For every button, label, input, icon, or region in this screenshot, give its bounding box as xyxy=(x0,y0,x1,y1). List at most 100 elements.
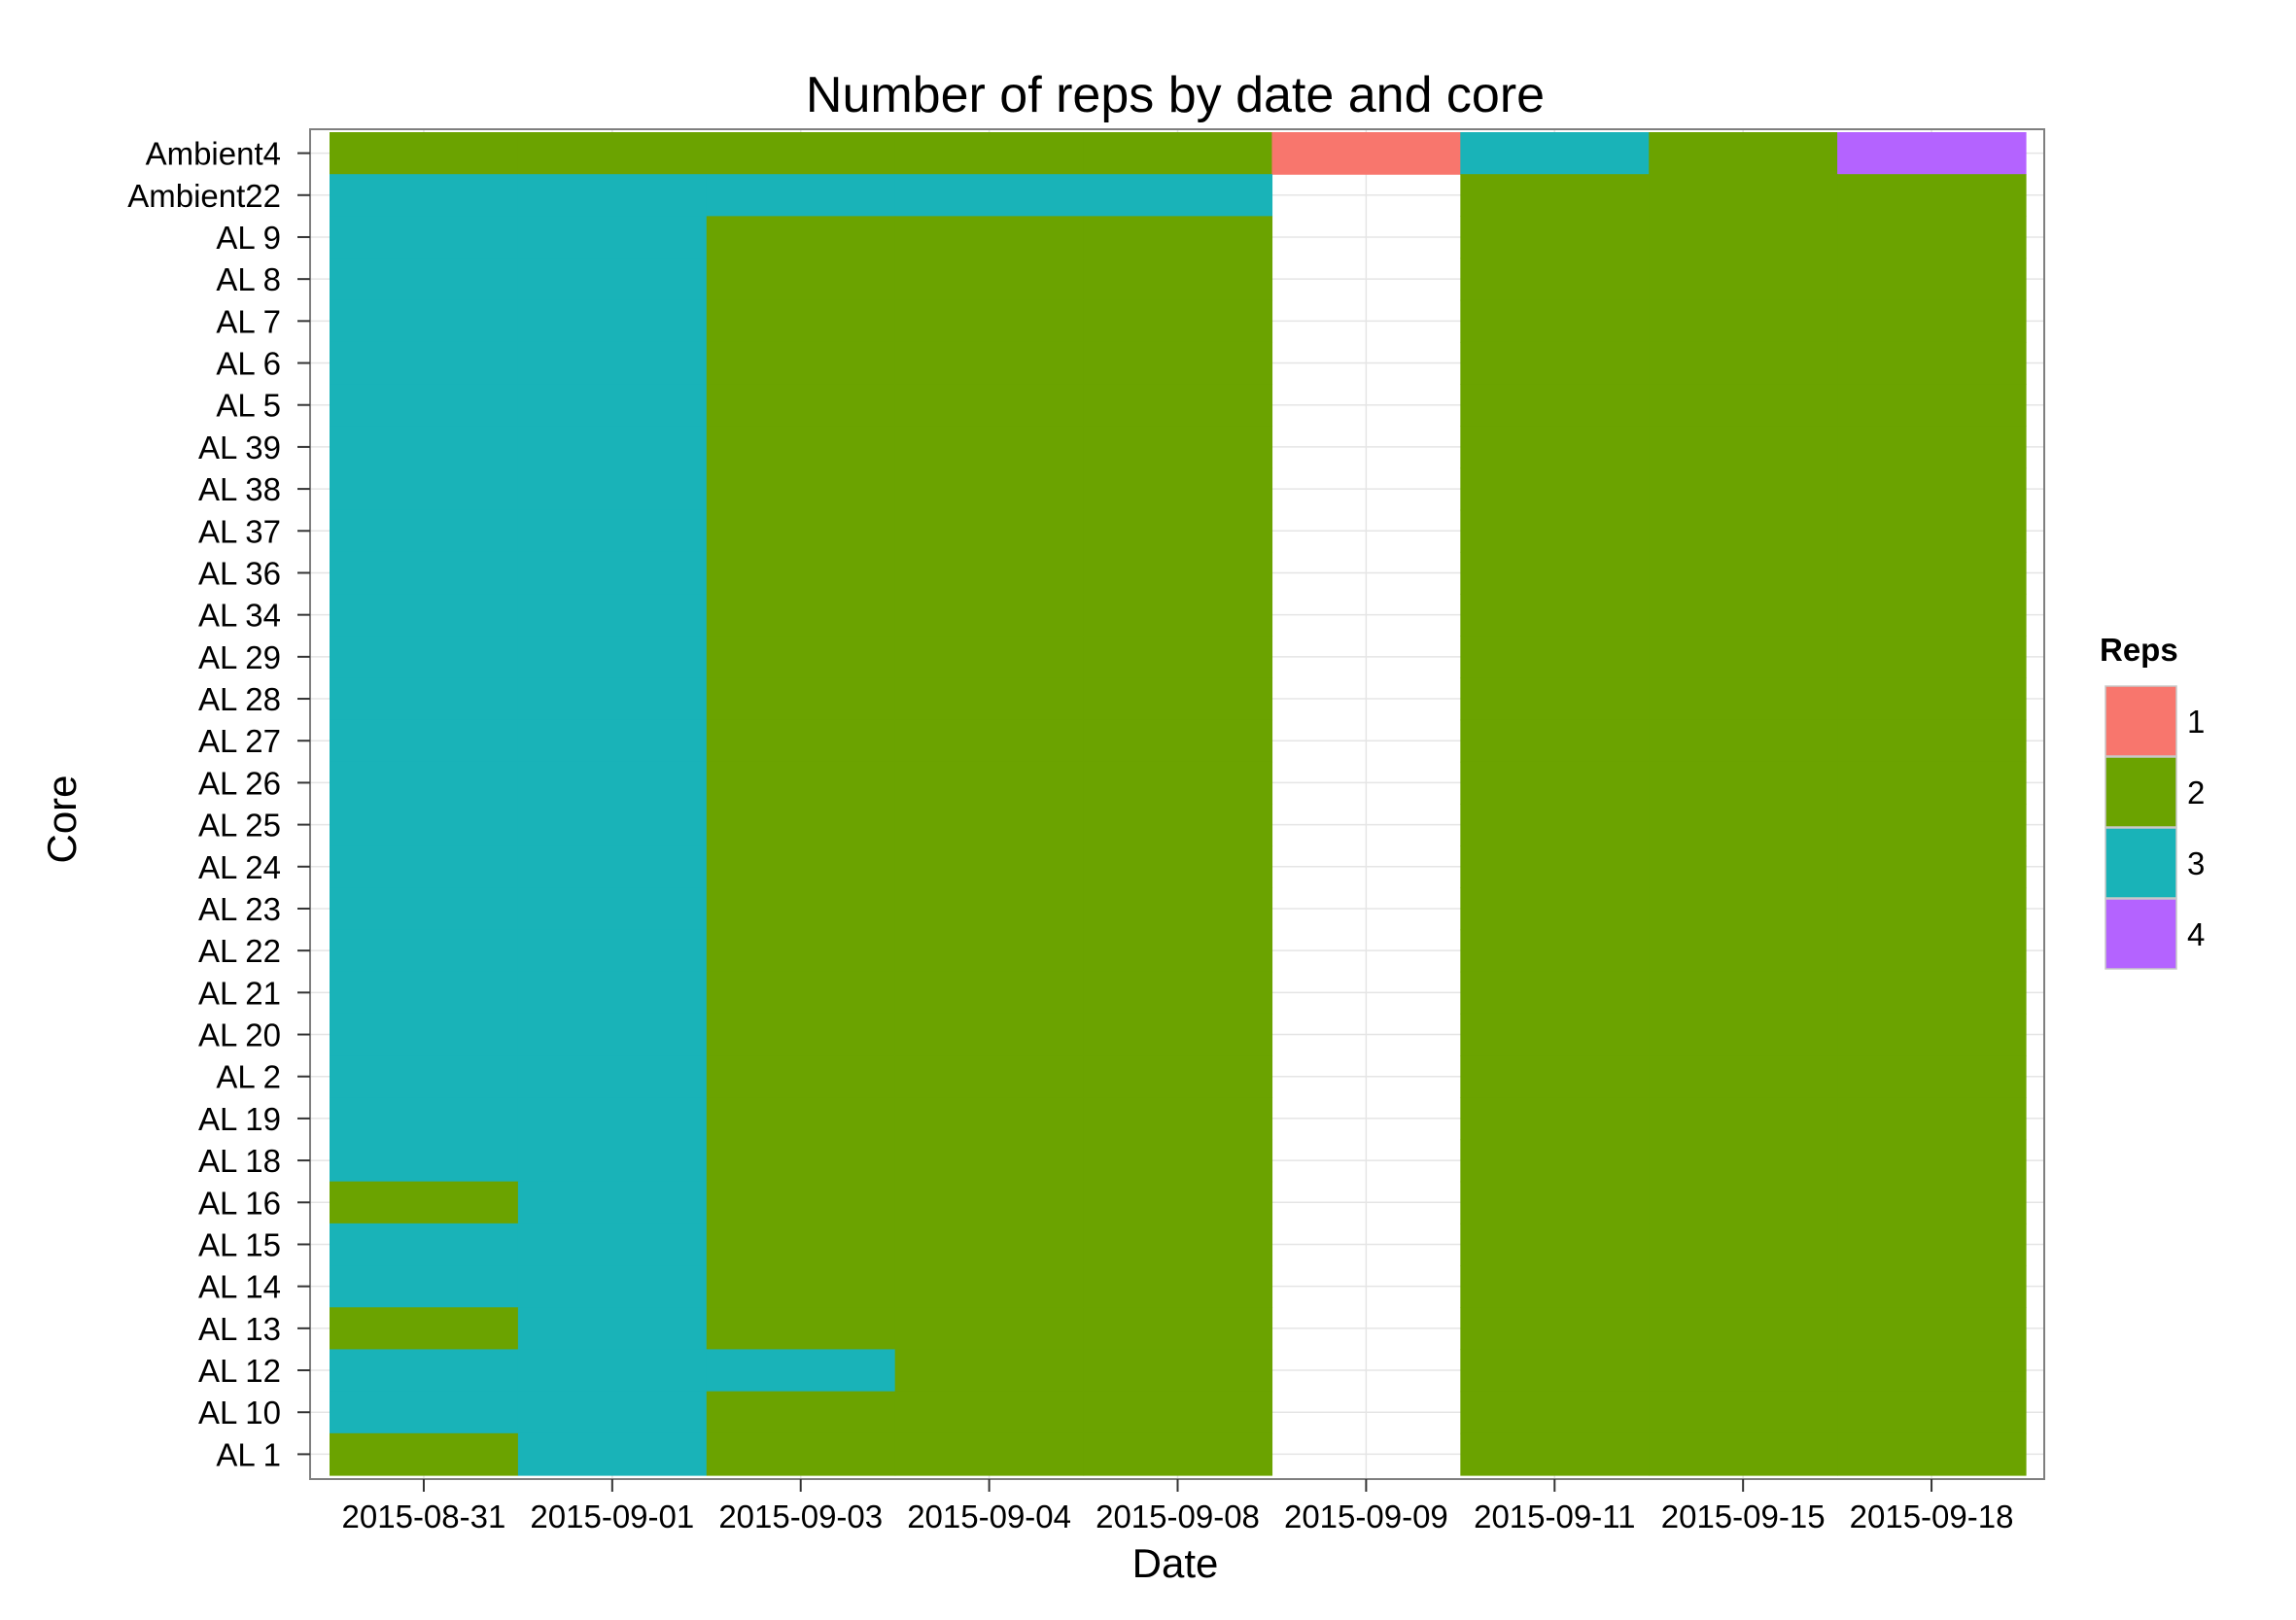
heatmap-cell xyxy=(1649,594,1838,637)
x-tick-label: 2015-09-09 xyxy=(1284,1499,1448,1534)
heatmap-cell xyxy=(706,258,896,301)
x-tick-label: 2015-09-08 xyxy=(1096,1499,1260,1534)
heatmap-cell xyxy=(517,216,708,259)
y-tick-label: AL 2 xyxy=(216,1059,281,1095)
heatmap-cell xyxy=(330,299,519,343)
heatmap-cell xyxy=(706,467,896,511)
heatmap-cell xyxy=(517,384,708,427)
heatmap-cell xyxy=(1649,174,1838,217)
heatmap-cell xyxy=(894,761,1085,805)
heatmap-cell xyxy=(1649,1432,1838,1476)
heatmap-cell xyxy=(330,1181,519,1224)
heatmap-cell xyxy=(517,1223,708,1266)
heatmap-cell xyxy=(1083,299,1273,343)
heatmap-cell xyxy=(1649,761,1838,805)
heatmap-cell xyxy=(330,1055,519,1098)
heatmap-cell xyxy=(706,719,896,763)
x-tick-label: 2015-09-03 xyxy=(718,1499,883,1534)
heatmap-cell xyxy=(1460,677,1650,721)
heatmap-cell xyxy=(706,1223,896,1266)
heatmap-cell xyxy=(1837,1181,2027,1224)
heatmap-cell xyxy=(1460,1391,1650,1434)
heatmap-cell xyxy=(330,804,519,846)
x-axis-title: Date xyxy=(1132,1540,1219,1586)
x-tick-label: 2015-09-15 xyxy=(1661,1499,1826,1534)
heatmap-cell xyxy=(1649,1181,1838,1224)
heatmap-cell xyxy=(517,509,708,553)
heatmap-cell xyxy=(1837,1055,2027,1098)
heatmap-cell xyxy=(1460,509,1650,553)
heatmap-cell xyxy=(517,887,708,931)
heatmap-cell xyxy=(706,1013,896,1056)
heatmap-cell xyxy=(706,636,896,679)
y-tick-label: AL 39 xyxy=(198,430,281,465)
heatmap-cell xyxy=(1837,1307,2027,1351)
heatmap-cell xyxy=(330,971,519,1015)
heatmap-cell xyxy=(894,216,1085,259)
heatmap-cell xyxy=(517,299,708,343)
heatmap-cell xyxy=(706,887,896,931)
heatmap-cell xyxy=(894,467,1085,511)
heatmap-cell xyxy=(1649,258,1838,301)
heatmap-cell xyxy=(1271,132,1461,175)
heatmap-cell xyxy=(1083,1307,1273,1351)
heatmap-cell xyxy=(1083,636,1273,679)
heatmap-cell xyxy=(517,971,708,1015)
y-tick-label: AL 36 xyxy=(198,555,281,591)
heatmap-cell xyxy=(330,719,519,763)
y-tick-label: AL 34 xyxy=(198,598,281,634)
legend-key xyxy=(2105,898,2177,970)
heatmap-cell xyxy=(330,887,519,931)
heatmap-cell xyxy=(517,804,708,846)
heatmap-cell xyxy=(330,761,519,805)
heatmap-cell xyxy=(1837,509,2027,553)
heatmap-cell xyxy=(1460,1265,1650,1308)
legend-label: 4 xyxy=(2187,916,2205,952)
heatmap-cell xyxy=(1460,174,1650,217)
heatmap-cell xyxy=(1083,216,1273,259)
y-tick-label: AL 21 xyxy=(198,975,281,1011)
y-tick-label: AL 22 xyxy=(198,933,281,969)
heatmap-cell xyxy=(1460,299,1650,343)
y-axis: Ambient4 Ambient22 AL 9 AL 8 AL 7 AL 6 AL 5 AL … xyxy=(127,136,310,1472)
heatmap-cell xyxy=(1837,299,2027,343)
heatmap-cell xyxy=(1837,1391,2027,1434)
heatmap-cell xyxy=(1460,1349,1650,1393)
heatmap-cell xyxy=(1083,467,1273,511)
heatmap-cell xyxy=(1649,719,1838,763)
heatmap-cell xyxy=(1837,929,2027,973)
heatmap-cell xyxy=(894,1097,1085,1141)
heatmap-cell xyxy=(330,551,519,595)
heatmap-cell xyxy=(1837,216,2027,259)
y-tick-label: AL 7 xyxy=(216,303,281,339)
heatmap-cell xyxy=(1460,467,1650,511)
heatmap-cell xyxy=(517,132,708,175)
heatmap-cell xyxy=(1083,594,1273,637)
heatmap-cell xyxy=(517,551,708,595)
heatmap-cell xyxy=(330,1391,519,1434)
heatmap-cell xyxy=(1837,845,2027,888)
heatmap-cell xyxy=(517,467,708,511)
heatmap-cell xyxy=(706,426,896,469)
heatmap-cell xyxy=(1083,1139,1273,1183)
heatmap-cell xyxy=(1837,1013,2027,1056)
heatmap-cell xyxy=(1837,384,2027,427)
heatmap-cell xyxy=(1460,341,1650,385)
heatmap-cell xyxy=(330,1307,519,1351)
heatmap-cell xyxy=(1083,551,1273,595)
heatmap-cell xyxy=(1460,1055,1650,1098)
heatmap-cell xyxy=(1837,426,2027,469)
chart-title: Number of reps by date and core xyxy=(806,67,1545,123)
heatmap-cell xyxy=(894,341,1085,385)
heatmap-cell xyxy=(1083,1349,1273,1393)
heatmap-cell xyxy=(1837,1139,2027,1183)
y-tick-label: AL 25 xyxy=(198,808,281,844)
y-tick-label: AL 23 xyxy=(198,891,281,927)
heatmap-cell xyxy=(517,1013,708,1056)
plot-area xyxy=(309,128,2045,1480)
y-tick-label: AL 13 xyxy=(198,1311,281,1347)
heatmap-cell xyxy=(330,341,519,385)
heatmap-cell xyxy=(1837,174,2027,217)
heatmap-cell xyxy=(894,384,1085,427)
